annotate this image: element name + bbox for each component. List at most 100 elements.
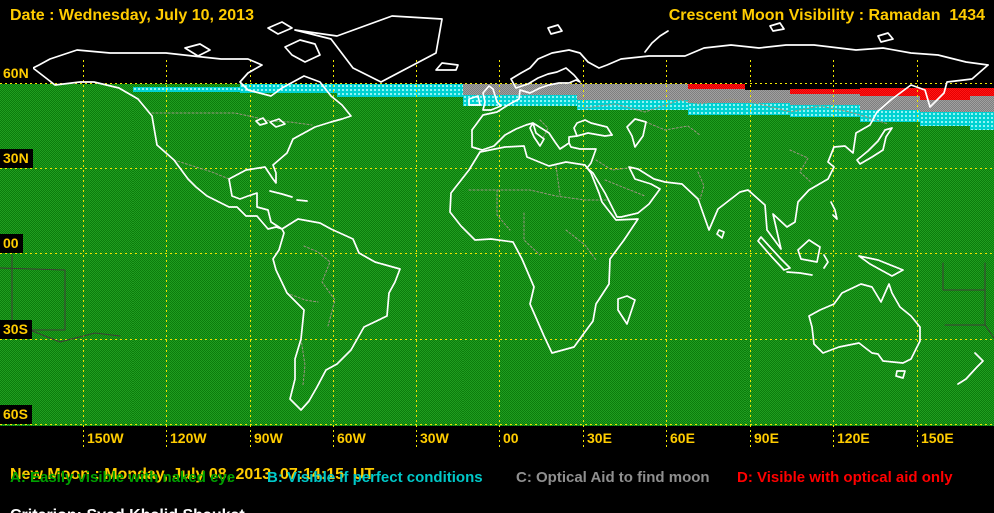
country-border-line — [523, 212, 541, 256]
ocean-boundary-line — [984, 324, 994, 339]
world-map: 60N 30N 00 30S 60S 150W 120W 90W 60W 30W 00 30E 60E… — [0, 7, 994, 447]
coastline-path — [877, 32, 894, 43]
coastline-path — [617, 295, 636, 325]
lat-label: 30S — [0, 320, 32, 339]
lon-label: 90W — [254, 430, 283, 446]
zone-red-band — [790, 89, 860, 94]
zone-red-band — [920, 88, 970, 100]
country-border-line — [595, 159, 629, 171]
zone-green-band — [463, 106, 577, 426]
coastline-path — [757, 236, 791, 271]
zone-green-band — [920, 126, 970, 426]
lon-label: 90E — [754, 430, 779, 446]
zone-cyan-band — [133, 87, 240, 92]
new-moon-line: New Moon : Monday, July 08, 2013 07:14:1… — [0, 448, 994, 483]
coastline-path — [573, 119, 613, 137]
new-moon-label: New Moon : Monday, July 08, 2013 07:14:1… — [10, 466, 375, 483]
credit-line: Criterion: Syed Khalid Shaukat OmegaHila… — [0, 489, 994, 513]
criterion-label: Criterion: Syed Khalid Shaukat — [10, 507, 245, 513]
ocean-boundary-line — [944, 262, 986, 326]
gridline-horizontal — [0, 83, 994, 84]
lat-label: 30N — [0, 149, 33, 168]
coastline-path — [468, 95, 481, 106]
zone-gray-band — [920, 100, 970, 112]
coastline-path — [547, 24, 563, 35]
date-label: Date : Wednesday, July 10, 2013 — [10, 7, 254, 24]
zone-gray-band — [577, 84, 688, 100]
country-border-line — [300, 338, 306, 386]
lat-label: 60S — [0, 405, 32, 424]
country-border-line — [565, 229, 597, 261]
legend-line: A: Easily visible with naked eye B: Visib… — [0, 469, 994, 488]
zone-cyan-band — [920, 112, 970, 126]
zone-gray-band — [790, 94, 860, 105]
coastline-path — [267, 21, 293, 35]
zone-red-band — [688, 84, 745, 89]
coastline-path — [435, 62, 459, 71]
coastline-path — [184, 43, 211, 57]
ocean-boundary-line — [29, 329, 121, 343]
zone-green-band — [133, 84, 240, 87]
coastline-path — [284, 39, 321, 63]
coastline-path — [255, 117, 268, 126]
zone-green-band — [133, 92, 240, 426]
lon-label: 00 — [503, 430, 519, 446]
country-border-line — [286, 292, 319, 303]
coastline-path — [716, 229, 725, 239]
coastline-path — [482, 85, 502, 111]
zone-cyan-band — [745, 103, 790, 115]
zone-cyan-band — [970, 112, 994, 130]
zone-cyan-band — [860, 110, 920, 122]
country-border-line — [645, 121, 701, 136]
ocean-boundary-line — [0, 254, 66, 331]
gridline-horizontal — [0, 424, 994, 425]
coastline-path — [471, 122, 613, 151]
zone-gray-band — [745, 90, 790, 103]
zone-gray-band — [970, 96, 994, 112]
coastline-path — [269, 190, 293, 198]
zone-green-band — [970, 130, 994, 426]
legend-item-c: C: Optical Aid to find moon — [516, 469, 710, 486]
zone-gray-band — [860, 96, 920, 110]
country-border-line — [496, 189, 511, 231]
zone-cyan-band — [688, 103, 745, 115]
country-border-line — [303, 245, 336, 327]
coastline-path — [957, 352, 984, 385]
lon-label: 30W — [420, 430, 449, 446]
zone-green-band — [688, 115, 745, 426]
legend-item-d: D: Visible with optical aid only — [737, 469, 953, 486]
zone-green-band — [337, 97, 463, 426]
legend-item-a: A: Easily visible with naked eye — [10, 469, 236, 486]
ocean-boundary-line — [942, 262, 986, 291]
coastline-path — [769, 22, 785, 32]
lon-label: 30E — [587, 430, 612, 446]
gridline-horizontal — [0, 168, 994, 169]
zone-green-band — [577, 110, 688, 426]
lat-label: 60N — [0, 64, 33, 83]
lon-label: 120W — [170, 430, 207, 446]
lon-label: 60W — [337, 430, 366, 446]
coastline-path — [895, 370, 906, 379]
coastline-path — [856, 127, 893, 165]
lat-label: 00 — [0, 234, 23, 253]
zone-cyan-band — [337, 84, 463, 97]
legend-item-b: B: Visible if perfect conditions — [267, 469, 483, 486]
coastline-path — [272, 218, 401, 411]
coastlines-layer — [0, 15, 994, 411]
country-border-line — [173, 159, 230, 180]
country-border-line — [468, 189, 610, 201]
coastline-path — [797, 239, 821, 263]
coastline-path — [626, 118, 647, 148]
lon-label: 150W — [87, 430, 124, 446]
zone-green-band — [745, 115, 790, 426]
country-border-line — [151, 112, 313, 126]
zone-cyan-band — [463, 95, 577, 106]
coastline-path — [823, 254, 829, 269]
country-border-line — [697, 171, 705, 200]
zone-green-band — [0, 84, 133, 426]
gridline-horizontal — [0, 253, 994, 254]
coastline-path — [449, 145, 639, 354]
country-border-line — [539, 119, 549, 139]
zone-cyan-band — [240, 84, 337, 93]
